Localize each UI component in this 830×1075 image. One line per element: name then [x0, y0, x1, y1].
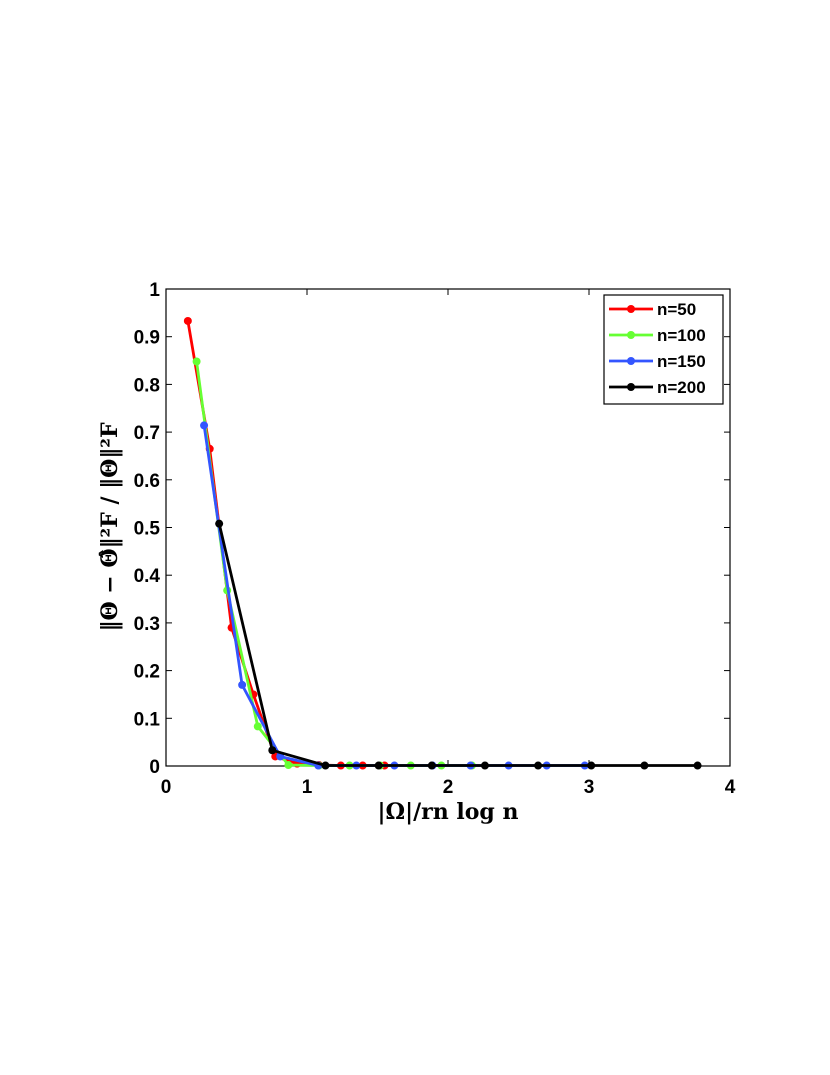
legend-marker: [627, 305, 635, 313]
legend-label: n=100: [657, 326, 706, 345]
data-point: [192, 357, 201, 366]
legend-label: n=200: [657, 378, 706, 397]
series-line: [217, 523, 698, 767]
data-point: [640, 761, 649, 770]
legend-marker: [627, 383, 635, 391]
data-point: [374, 761, 383, 770]
legend-label: n=150: [657, 352, 706, 371]
y-tick-label: 0.9: [134, 328, 160, 349]
x-tick-label: 1: [302, 777, 313, 798]
x-tick-label: 3: [584, 777, 595, 798]
y-tick-label: 0.2: [134, 662, 160, 683]
y-tick-label: 0.4: [134, 566, 161, 587]
x-tick-label: 2: [443, 777, 454, 798]
x-tick-label: 0: [161, 777, 172, 798]
x-tick-label: 4: [725, 777, 736, 798]
y-tick-label: 1: [149, 280, 160, 301]
data-point: [200, 421, 209, 430]
y-tick-label: 0.5: [134, 519, 161, 540]
legend-label: n=50: [657, 300, 696, 319]
series-lines: [183, 316, 702, 770]
data-point: [268, 746, 277, 755]
series-n=200: [215, 519, 702, 770]
legend: n=50 n=100 n=150 n=200: [603, 294, 724, 405]
data-point: [183, 316, 192, 325]
data-point: [253, 722, 262, 731]
y-tick-label: 0.8: [134, 375, 160, 396]
legend-entry: n=100: [609, 326, 706, 345]
y-axis-label: ‖Θ − Θ̂‖²F / ‖Θ‖²F: [97, 422, 123, 631]
y-tick-label: 0.1: [134, 709, 161, 730]
data-point: [534, 761, 543, 770]
y-tick-label: 0.7: [134, 423, 160, 444]
ticks: 0 1 2 3 4 0 0.1 0.2 0.3 0.4 0.5 0.6 0.7 0.8 0.9 1: [134, 280, 736, 798]
y-tick-label: 0.3: [134, 614, 160, 635]
data-point: [480, 761, 489, 770]
legend-marker: [627, 357, 635, 365]
data-point: [693, 761, 702, 770]
legend-marker: [627, 331, 635, 339]
data-point: [215, 519, 224, 528]
legend-entry: n=200: [609, 378, 706, 397]
data-point: [587, 761, 596, 770]
x-axis-label: |Ω|/rn log n: [378, 799, 519, 825]
legend-entry: n=150: [609, 352, 706, 371]
y-tick-label: 0: [149, 757, 160, 778]
data-point: [427, 761, 436, 770]
data-point: [284, 761, 293, 770]
y-tick-label: 0.6: [134, 471, 160, 492]
legend-entry: n=50: [609, 300, 696, 319]
data-point: [238, 680, 247, 689]
data-point: [321, 761, 330, 770]
